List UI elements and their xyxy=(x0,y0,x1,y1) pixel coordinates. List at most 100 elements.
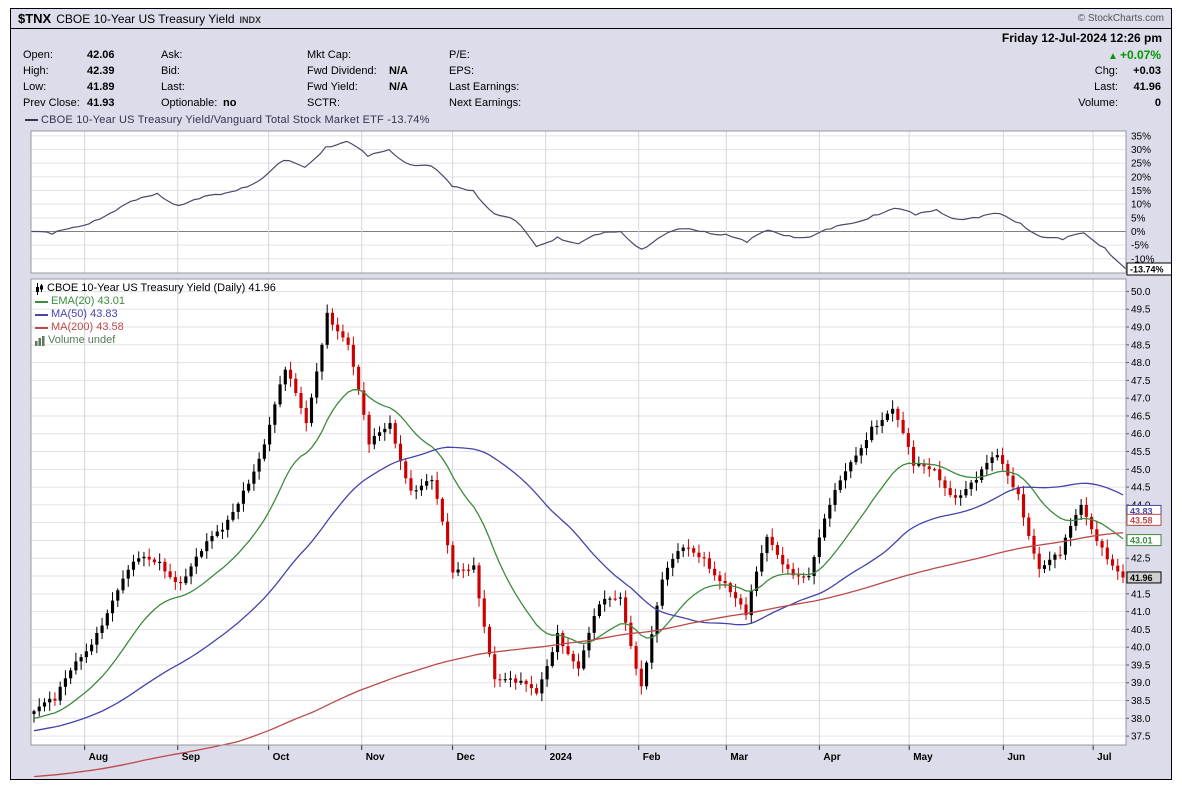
price-chart-wrap: 50.0 49.5 49.0 48.5 48.0 47.5 47.0 46.5 46.0 45.5… xyxy=(11,277,1171,777)
overlay-sma-200 xyxy=(33,532,1124,777)
quote-row: Ask: xyxy=(161,47,236,63)
quote-label: Optionable: xyxy=(161,97,218,109)
quote-label: SCTR: xyxy=(307,97,340,109)
rs-end-tag-box xyxy=(1126,262,1171,276)
price-tag-label: 43.01 xyxy=(1130,536,1153,546)
quote-row: High: 42.39 xyxy=(23,63,115,79)
quote-label: Chg: xyxy=(1094,65,1118,77)
legend-item-ma50: MA(50) 43.83 xyxy=(35,308,276,321)
line-sample-icon xyxy=(35,326,48,329)
month-label: Oct xyxy=(273,752,290,763)
quote-row: Open: 42.06 xyxy=(23,47,115,63)
month-label: Aug xyxy=(89,752,108,763)
price-chart-title-row: CBOE 10-Year US Treasury Yield (Daily) 4… xyxy=(35,282,276,295)
quote-label: Last: xyxy=(1094,81,1118,93)
quote-value: no xyxy=(223,97,237,109)
rs-ytick-label: 10% xyxy=(1131,200,1151,211)
quote-row: Last Earnings: xyxy=(449,79,535,95)
price-tag-box xyxy=(1126,513,1162,526)
price-ytick-label: 42.5 xyxy=(1131,554,1151,565)
quote-row: Next Earnings: xyxy=(449,95,535,111)
quote-row: P/E: xyxy=(449,47,535,63)
price-ytick-label: 47.5 xyxy=(1131,376,1151,387)
rs-ytick-label: -5% xyxy=(1131,241,1149,252)
candles xyxy=(32,304,1125,723)
month-label: May xyxy=(913,752,933,763)
quote-value: 0 xyxy=(1154,97,1161,109)
line-sample-icon xyxy=(35,313,48,316)
quote-row: Last: 41.96 xyxy=(1078,79,1161,95)
quote-label: High: xyxy=(23,65,49,77)
quote-label: EPS: xyxy=(449,65,475,77)
percent-change-row: ▲ +0.07% xyxy=(1078,47,1161,63)
price-tag-label: 43.83 xyxy=(1130,506,1153,516)
quote-label: Low: xyxy=(23,81,47,93)
month-label: Sep xyxy=(182,752,200,763)
quote-row: Low: 41.89 xyxy=(23,79,115,95)
legend-label: EMA(20) 43.01 xyxy=(51,295,125,307)
quote-row: Mkt Cap: xyxy=(307,47,408,63)
price-ytick-label: 37.5 xyxy=(1131,732,1151,743)
price-tag-box xyxy=(1126,534,1162,547)
price-chart-title: CBOE 10-Year US Treasury Yield (Daily) 4… xyxy=(47,282,276,294)
overlay-sma-50 xyxy=(33,446,1124,732)
price-ytick-label: 46.5 xyxy=(1131,411,1151,422)
price-tag-label: 41.96 xyxy=(1130,573,1153,583)
price-ytick-label: 48.5 xyxy=(1131,340,1151,351)
price-ytick-label: 44.5 xyxy=(1131,483,1151,494)
rs-plot-border xyxy=(30,130,1127,274)
price-ytick-label: 38.0 xyxy=(1131,714,1151,725)
quote-column-4: P/E: EPS: Last Earnings: Next Earnings: xyxy=(449,47,535,111)
quote-label: Prev Close: xyxy=(23,97,80,109)
quote-row: Fwd Yield: N/A xyxy=(307,79,408,95)
price-grid xyxy=(31,279,1129,750)
quote-label: Ask: xyxy=(161,49,183,61)
quote-row: Optionable: no xyxy=(161,95,236,111)
quote-label: Fwd Yield: xyxy=(307,81,358,93)
symbol-name: CBOE 10-Year US Treasury Yield xyxy=(56,11,235,26)
rs-plot-bg xyxy=(31,131,1126,273)
month-label: Feb xyxy=(643,752,661,763)
quote-row: Prev Close: 41.93 xyxy=(23,95,115,111)
month-label: Nov xyxy=(366,752,385,763)
quote-summary: ▲ +0.07% Chg: +0.03 Last: 41.96 Volume: 0 xyxy=(1078,47,1161,111)
quote-label: Next Earnings: xyxy=(449,97,522,109)
quote-label: Fwd Dividend: xyxy=(307,65,377,77)
price-ytick-label: 41.0 xyxy=(1131,607,1151,618)
price-plot-border xyxy=(30,278,1127,746)
price-ytick-label: 50.0 xyxy=(1131,287,1151,298)
price-ytick-label: 46.0 xyxy=(1131,429,1151,440)
rs-ytick-label: -10% xyxy=(1131,254,1154,265)
line-sample-icon xyxy=(25,118,38,121)
price-ytick-label: 47.0 xyxy=(1131,394,1151,405)
overlay-ema-20 xyxy=(33,389,1124,719)
rs-ytick-label: 15% xyxy=(1131,186,1151,197)
legend-item-volume: Volume undef xyxy=(35,334,276,347)
quote-label: Open: xyxy=(23,49,53,61)
quote-row: Fwd Dividend: N/A xyxy=(307,63,408,79)
quote-value: +0.03 xyxy=(1133,65,1161,77)
rs-ytick-label: 0% xyxy=(1131,227,1146,238)
legend-label: Volume undef xyxy=(48,334,116,346)
candlestick-icon xyxy=(35,282,44,295)
quote-column-1: Open: 42.06 High: 42.39 Low: 41.89 Prev Clo… xyxy=(23,47,115,111)
price-ytick-label: 39.0 xyxy=(1131,678,1151,689)
quote-row: SCTR: xyxy=(307,95,408,111)
price-tag-box xyxy=(1126,571,1162,584)
legend-item-ma200: MA(200) 43.58 xyxy=(35,321,276,334)
quote-label: Volume: xyxy=(1078,97,1118,109)
quote-column-3: Mkt Cap: Fwd Dividend: N/A Fwd Yield: N/A … xyxy=(307,47,408,111)
price-ytick-label: 48.0 xyxy=(1131,358,1151,369)
symbol: $TNX xyxy=(18,10,52,26)
price-ytick-label: 45.0 xyxy=(1131,465,1151,476)
quote-value: 41.96 xyxy=(1133,81,1161,93)
quote-value: N/A xyxy=(389,81,408,93)
percent-change: +0.07% xyxy=(1119,48,1161,62)
month-label: Jun xyxy=(1007,752,1025,763)
price-ytick-label: 41.5 xyxy=(1131,589,1151,600)
quote-column-2: Ask: Bid: Last: Optionable: no xyxy=(161,47,236,111)
legend-label: MA(50) 43.83 xyxy=(51,308,118,320)
rs-title-text: CBOE 10-Year US Treasury Yield/Vanguard … xyxy=(41,113,430,126)
rs-ytick-label: 30% xyxy=(1131,145,1151,156)
quote-row: Chg: +0.03 xyxy=(1078,63,1161,79)
